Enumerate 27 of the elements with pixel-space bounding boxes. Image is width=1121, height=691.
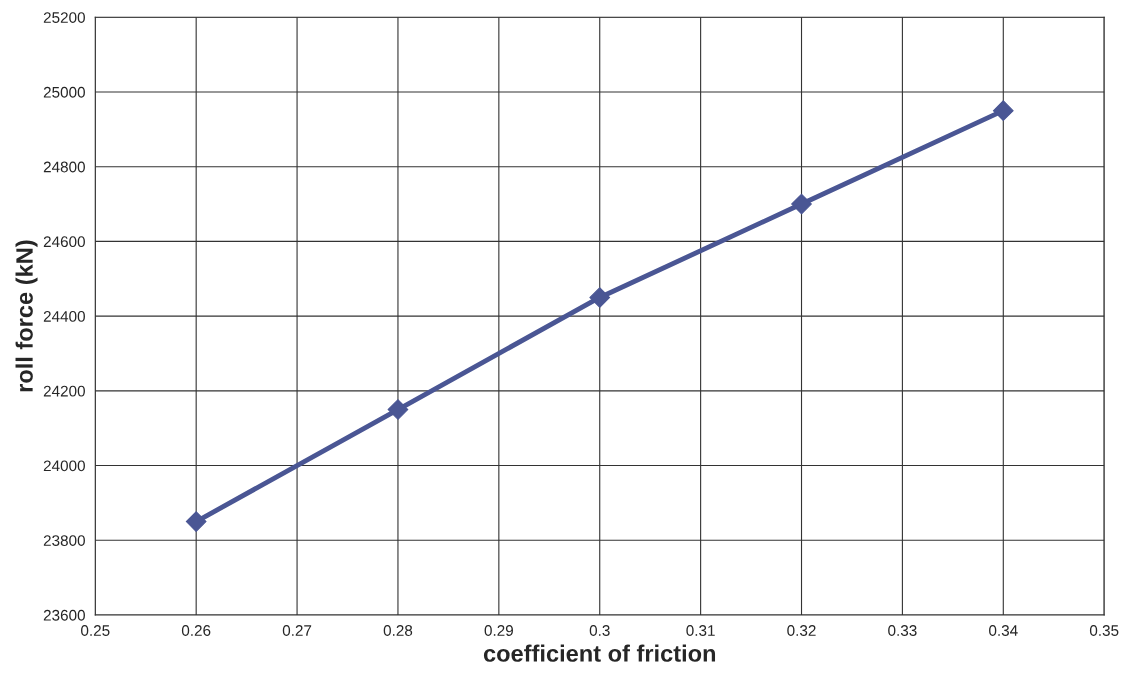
y-tick-label: 24400 [43,311,85,322]
x-tick-label: 0.33 [888,625,917,636]
x-tick-label: 0.3 [589,625,610,636]
x-tick-label: 0.29 [484,625,513,636]
x-tick-label: 0.26 [181,625,211,636]
point [185,511,207,532]
y-tick-label: 24200 [43,385,85,397]
y-tick-label: 24000 [43,460,85,472]
y-tick-label: 23600 [43,609,85,621]
y-tick-label: 24800 [43,161,85,173]
x-tick-label: 0.32 [787,625,816,636]
x-tick-label: 0.31 [686,625,715,636]
y-tick-label: 25200 [43,12,85,23]
y-axis-title: roll force (kN) [15,240,38,392]
point [791,193,812,215]
y-tick-label: 25000 [43,86,85,98]
point [589,287,611,308]
point [387,399,409,420]
x-axis-title: coefficient of friction [483,644,716,662]
x-tick-label: 0.28 [383,625,413,636]
point [992,100,1014,122]
y-tick-label: 24600 [43,236,85,248]
x-tick-label: 0.27 [282,625,312,636]
y-tick-label: 23800 [43,535,85,546]
x-tick-label: 0.35 [1089,625,1119,636]
x-tick-label: 0.25 [81,625,110,636]
x-tick-label: 0.34 [989,625,1018,636]
